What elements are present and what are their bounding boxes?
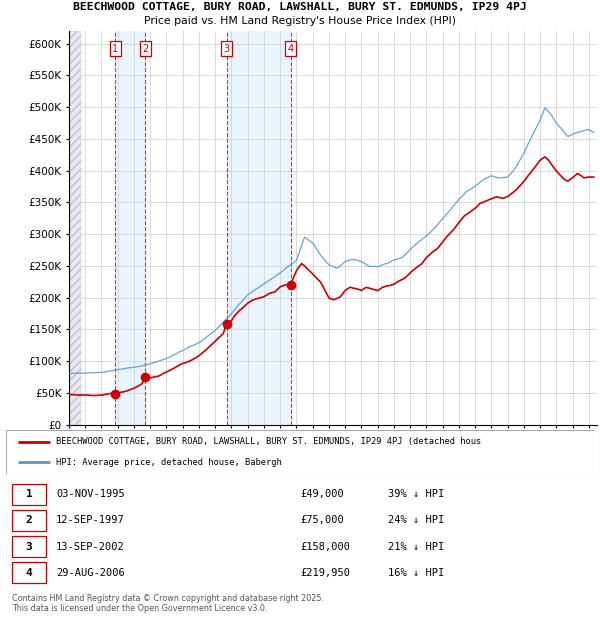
Text: 24% ↓ HPI: 24% ↓ HPI <box>388 515 445 526</box>
Text: 4: 4 <box>26 568 32 578</box>
Text: 1: 1 <box>112 44 118 54</box>
Text: 21% ↓ HPI: 21% ↓ HPI <box>388 541 445 552</box>
Text: 2: 2 <box>142 44 149 54</box>
FancyBboxPatch shape <box>12 562 46 583</box>
Text: 3: 3 <box>26 541 32 552</box>
Text: 16% ↓ HPI: 16% ↓ HPI <box>388 568 445 578</box>
FancyBboxPatch shape <box>12 484 46 505</box>
Text: HPI: Average price, detached house, Babergh: HPI: Average price, detached house, Babe… <box>56 458 282 467</box>
Text: £49,000: £49,000 <box>300 489 344 499</box>
Text: £158,000: £158,000 <box>300 541 350 552</box>
Text: 29-AUG-2006: 29-AUG-2006 <box>56 568 125 578</box>
Text: £219,950: £219,950 <box>300 568 350 578</box>
Text: 39% ↓ HPI: 39% ↓ HPI <box>388 489 445 499</box>
Text: BEECHWOOD COTTAGE, BURY ROAD, LAWSHALL, BURY ST. EDMUNDS, IP29 4PJ: BEECHWOOD COTTAGE, BURY ROAD, LAWSHALL, … <box>73 2 527 12</box>
Text: 03-NOV-1995: 03-NOV-1995 <box>56 489 125 499</box>
Text: 3: 3 <box>224 44 230 54</box>
Bar <box>227 31 291 425</box>
Text: BEECHWOOD COTTAGE, BURY ROAD, LAWSHALL, BURY ST. EDMUNDS, IP29 4PJ (detached hou: BEECHWOOD COTTAGE, BURY ROAD, LAWSHALL, … <box>56 437 481 446</box>
Bar <box>115 31 145 425</box>
FancyBboxPatch shape <box>12 510 46 531</box>
Text: 12-SEP-1997: 12-SEP-1997 <box>56 515 125 526</box>
FancyBboxPatch shape <box>12 536 46 557</box>
Text: £75,000: £75,000 <box>300 515 344 526</box>
Text: Contains HM Land Registry data © Crown copyright and database right 2025.
This d: Contains HM Land Registry data © Crown c… <box>12 594 324 613</box>
Text: 1: 1 <box>26 489 32 499</box>
Text: 4: 4 <box>288 44 294 54</box>
Text: 13-SEP-2002: 13-SEP-2002 <box>56 541 125 552</box>
Text: 2: 2 <box>26 515 32 526</box>
Text: Price paid vs. HM Land Registry's House Price Index (HPI): Price paid vs. HM Land Registry's House … <box>144 16 456 25</box>
